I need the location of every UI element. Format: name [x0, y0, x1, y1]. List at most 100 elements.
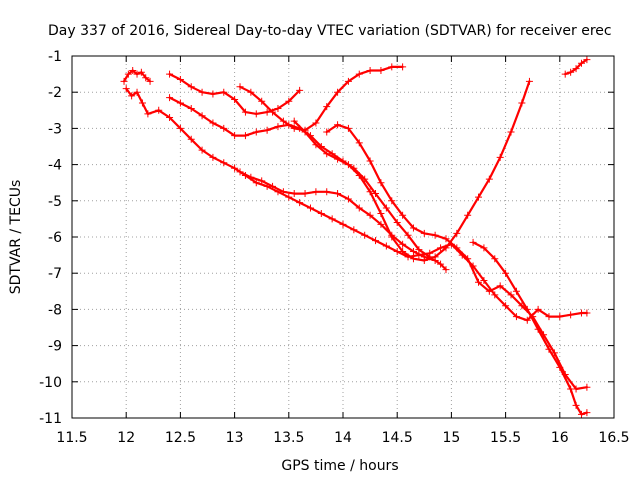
data-point	[344, 77, 352, 85]
data-point	[301, 190, 309, 198]
data-point	[279, 117, 287, 125]
data-point	[355, 171, 363, 179]
data-point	[344, 124, 352, 132]
data-point	[485, 287, 493, 295]
y-tick-label: -2	[48, 85, 62, 101]
data-point	[220, 88, 228, 96]
data-point	[334, 121, 342, 129]
data-point	[572, 401, 580, 409]
data-point	[176, 99, 184, 107]
data-point	[491, 255, 499, 263]
data-point	[420, 229, 428, 237]
data-point	[399, 247, 407, 255]
data-point	[301, 128, 309, 136]
data-point	[377, 179, 385, 187]
data-point	[372, 237, 380, 245]
data-point	[577, 59, 585, 67]
data-point	[334, 190, 342, 198]
data-point	[290, 124, 298, 132]
data-point	[545, 345, 553, 353]
data-point	[296, 86, 304, 94]
series-track-9	[469, 238, 591, 418]
x-tick-label: 13	[226, 430, 244, 446]
data-point	[523, 305, 531, 313]
data-point	[577, 410, 585, 418]
x-tick-label: 16.5	[598, 430, 629, 446]
data-point	[366, 211, 374, 219]
data-point	[187, 104, 195, 112]
data-point	[241, 108, 249, 116]
x-tick-label: 14.5	[382, 430, 413, 446]
data-point	[388, 233, 396, 241]
x-tick-label: 11.5	[56, 430, 87, 446]
data-point	[334, 88, 342, 96]
data-point	[567, 68, 575, 76]
data-point	[567, 311, 575, 319]
series-track-8	[323, 121, 591, 393]
data-point	[306, 204, 314, 212]
data-point	[475, 193, 482, 201]
series-track-5	[236, 63, 407, 134]
y-tick-label: -1	[48, 49, 62, 65]
y-tick-label: -5	[48, 194, 62, 210]
y-tick-label: -9	[48, 339, 62, 355]
data-point	[442, 266, 450, 274]
data-point	[366, 188, 374, 196]
data-point	[556, 313, 564, 321]
data-point	[534, 305, 542, 313]
data-point	[561, 70, 569, 78]
data-point	[231, 95, 239, 103]
data-point	[122, 85, 130, 93]
data-point	[198, 112, 206, 120]
data-point	[166, 94, 174, 102]
data-point	[475, 278, 482, 286]
series-track-6	[236, 168, 450, 274]
data-point	[442, 244, 450, 252]
data-point	[209, 153, 217, 161]
data-point	[285, 193, 293, 201]
x-tick-label: 14	[334, 430, 352, 446]
data-point	[399, 211, 407, 219]
data-point	[252, 179, 260, 187]
data-point	[258, 177, 266, 185]
x-tick-label: 16	[551, 430, 569, 446]
data-point	[247, 88, 255, 96]
data-point	[361, 231, 369, 239]
y-tick-label: -4	[48, 158, 62, 174]
data-point	[377, 66, 385, 74]
data-point	[409, 255, 417, 263]
data-point	[431, 231, 439, 239]
data-point	[496, 153, 504, 161]
data-point	[236, 83, 244, 91]
data-point	[366, 66, 374, 74]
data-point	[133, 70, 141, 78]
data-point	[176, 124, 184, 132]
data-point	[469, 238, 477, 246]
data-point	[372, 190, 380, 198]
data-point	[323, 128, 331, 136]
data-point	[144, 110, 152, 118]
data-point	[355, 139, 363, 147]
data-point	[491, 291, 499, 299]
data-point	[269, 182, 277, 190]
data-point	[312, 141, 320, 149]
series-track-1	[120, 66, 154, 85]
x-tick-label: 12.5	[165, 430, 196, 446]
data-point	[231, 164, 239, 172]
data-point	[146, 77, 154, 85]
data-point	[334, 155, 342, 163]
data-point	[124, 70, 132, 78]
x-axis: 11.5 12 12.5 13 13.5 14 14.5 15 15.5 16 16.5	[56, 56, 630, 446]
data-point	[252, 128, 260, 136]
data-point	[133, 88, 141, 96]
data-point	[258, 97, 266, 105]
data-point	[502, 302, 510, 310]
data-point	[344, 161, 352, 169]
data-point	[312, 119, 320, 127]
data-point	[496, 282, 504, 290]
data-point	[567, 385, 575, 393]
data-point	[120, 77, 128, 85]
series-trace	[238, 65, 404, 132]
data-point	[355, 70, 363, 78]
data-point	[220, 159, 228, 167]
